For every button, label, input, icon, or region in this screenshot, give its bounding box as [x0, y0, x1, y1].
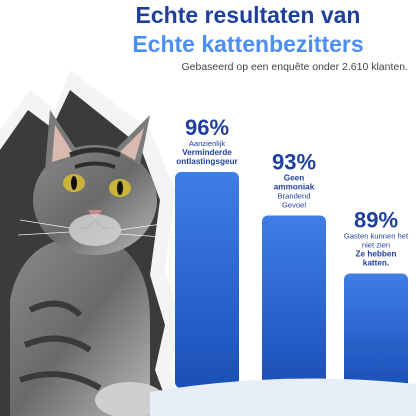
bar-2-caption-line-3: Brandend	[278, 192, 311, 201]
bar-3	[344, 273, 408, 388]
bar-1	[175, 172, 239, 388]
bar-1-caption-line-2: Verminderde	[182, 148, 232, 157]
bar-2	[262, 215, 326, 388]
bar-2-value-label: 93%	[272, 150, 316, 175]
title-line-2: Echte kattenbezitters	[132, 31, 364, 57]
subtitle: Gebaseerd op een enquête onder 2.610 kla…	[181, 61, 408, 73]
bar-2-caption-line-4: Gevoel	[282, 201, 306, 210]
title-line-1: Echte resultaten van	[135, 2, 361, 28]
bar-1-caption-line-3: ontlastingsgeur	[176, 157, 238, 166]
bar-3-value-label: 89%	[354, 208, 398, 233]
base-band	[150, 378, 416, 416]
bar-3-caption-line-2: niet zien	[362, 241, 390, 250]
bar-3-caption-line-3: Ze hebben	[356, 250, 397, 259]
bar-1-value-label: 96%	[185, 115, 229, 140]
bar-3-caption-line-1: Gasten kunnen het	[344, 232, 409, 241]
bar-2-caption-line-2: ammoniak	[274, 183, 315, 192]
bar-1-caption-line-1: Aanzienlijk	[189, 139, 226, 148]
bar-3-caption-line-4: katten.	[363, 259, 389, 268]
cat-photo	[0, 70, 190, 416]
bar-2-caption-line-1: Geen	[284, 174, 304, 183]
